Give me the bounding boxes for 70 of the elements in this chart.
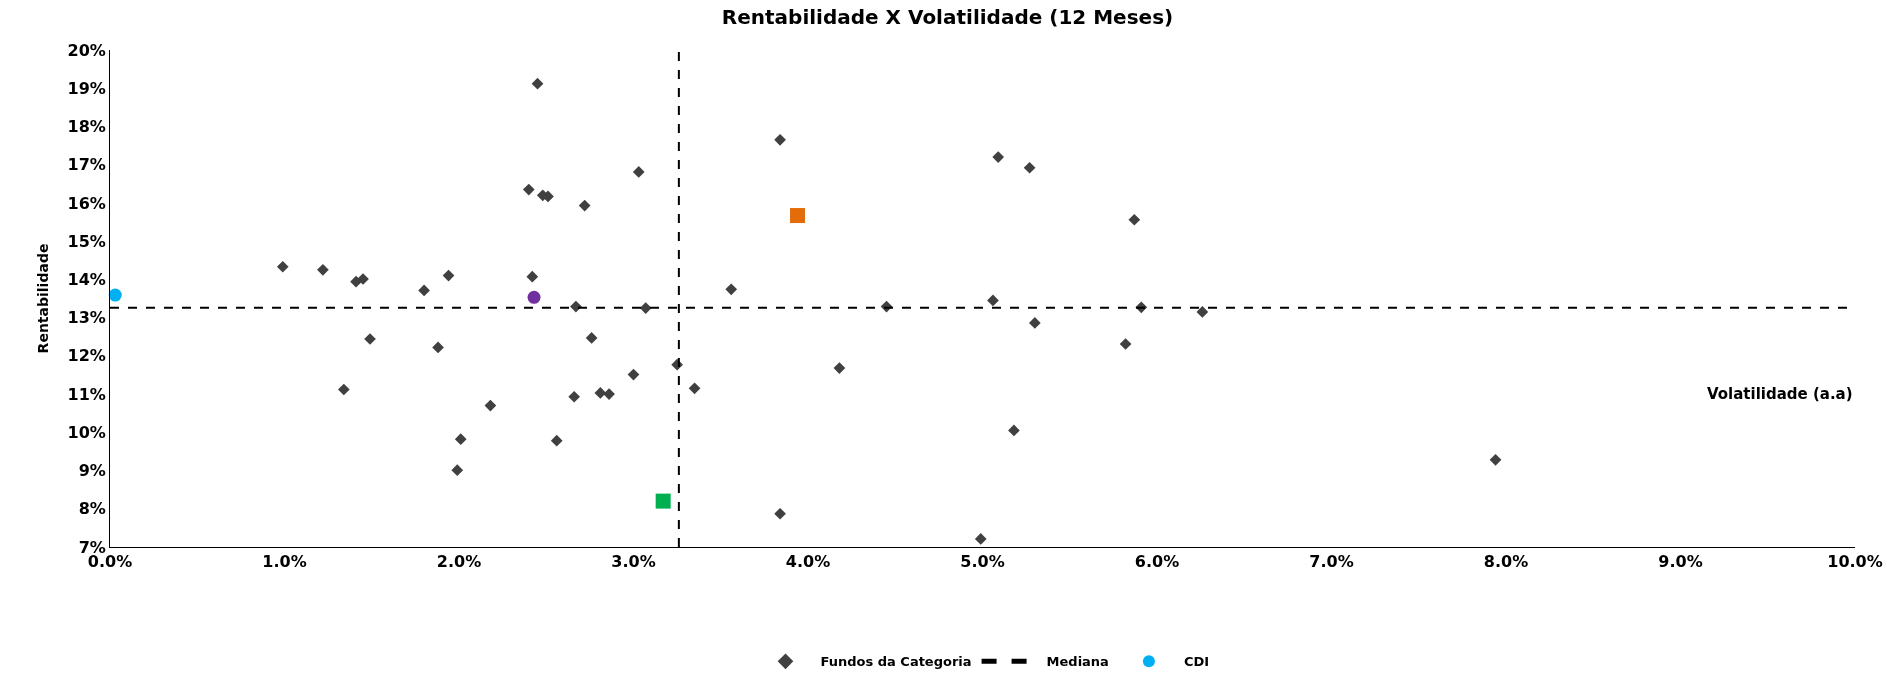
x-tick-label: 4.0% (785, 552, 831, 572)
chart-title: Rentabilidade X Volatilidade (12 Meses) (721, 5, 1174, 30)
x-tick-label: 10.0% (1827, 552, 1883, 572)
point (1029, 317, 1041, 329)
y-tick-label: 16% (67, 193, 106, 213)
legend-label: Fundos da Categoria (820, 654, 972, 670)
point (568, 390, 581, 403)
point (451, 464, 464, 477)
point (432, 341, 444, 354)
x-tick-label: 2.0% (436, 552, 482, 572)
y-tick-label: 10% (67, 422, 106, 442)
x-tick-label: 9.0% (1658, 552, 1703, 572)
point (1119, 338, 1132, 350)
y-tick-label: 18% (67, 117, 106, 137)
point (522, 183, 535, 196)
y-tick-label: 19% (67, 78, 106, 98)
point (276, 260, 289, 273)
point (454, 433, 467, 446)
y-tick-label: 12% (67, 346, 106, 366)
x-tick-label: 5.0% (960, 552, 1005, 572)
x-tick-label: 6.0% (1134, 552, 1180, 572)
point (774, 133, 786, 146)
y-tick-label: 13% (67, 308, 106, 328)
x-tick-label: 0.0% (87, 552, 133, 572)
point (1008, 424, 1020, 437)
point (790, 208, 806, 224)
point (418, 284, 430, 297)
point (484, 399, 497, 412)
point (833, 362, 846, 374)
point (774, 507, 786, 520)
point (526, 270, 539, 283)
y-tick-label: 9% (78, 461, 106, 481)
point (350, 275, 362, 288)
point (527, 290, 541, 304)
y-axis-title: Rentabilidade (35, 243, 52, 354)
legend-label: Mediana (1046, 654, 1109, 670)
x-tick-label: 8.0% (1483, 552, 1529, 572)
y-tick-label: 8% (78, 499, 106, 519)
point (655, 493, 671, 509)
point (987, 294, 999, 307)
y-tick-label: 11% (67, 384, 106, 404)
y-tick-label: 17% (67, 155, 106, 175)
y-tick-label: 20% (67, 40, 106, 60)
point (585, 332, 598, 344)
point (639, 302, 652, 314)
point (632, 166, 645, 178)
x-axis-title: Volatilidade (a.a) (1707, 385, 1853, 403)
point (1196, 306, 1209, 318)
point (725, 283, 738, 296)
y-tick-label: 14% (67, 269, 106, 289)
x-tick-label: 3.0% (611, 552, 656, 572)
point (578, 199, 591, 212)
point (1023, 161, 1036, 174)
point (108, 288, 122, 302)
x-tick-label: 7.0% (1309, 552, 1354, 572)
x-tick-label: 1.0% (262, 552, 307, 572)
point (1489, 453, 1502, 466)
point (442, 269, 455, 282)
point (992, 151, 1005, 163)
point (688, 382, 701, 395)
point (627, 368, 640, 381)
point (337, 383, 350, 396)
point (550, 434, 563, 447)
legend-label: CDI (1183, 654, 1210, 670)
point (531, 77, 544, 90)
point (1128, 213, 1141, 226)
point (974, 533, 987, 545)
point (570, 300, 582, 313)
point (317, 263, 329, 276)
y-tick-label: 15% (67, 231, 106, 251)
